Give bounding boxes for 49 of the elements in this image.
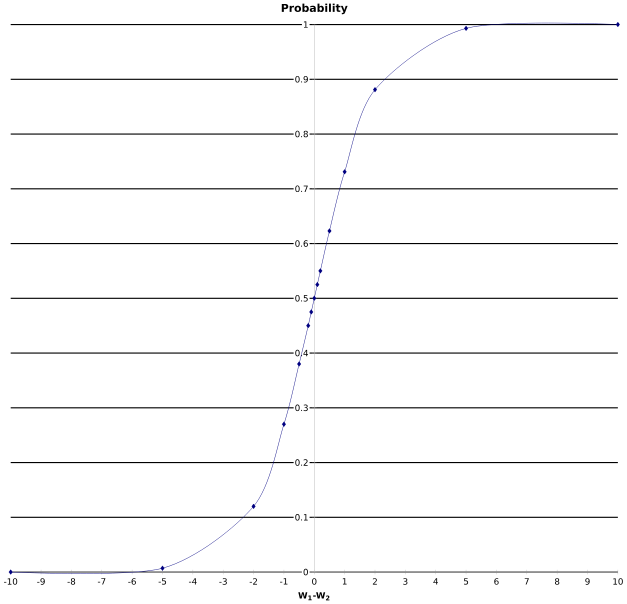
x-tick-label: 7 — [524, 578, 529, 585]
y-tick-label: 0.3 — [295, 404, 308, 412]
x-tick-label: -1 — [280, 578, 288, 585]
x-tick-label: 2 — [372, 578, 377, 585]
x-tick-label: 8 — [554, 578, 560, 585]
x-tick-label: 3 — [403, 578, 408, 585]
x-tick-label: 0 — [312, 578, 316, 585]
y-tick-label: 0.9 — [295, 76, 308, 83]
point — [306, 323, 310, 328]
x-tick-label: -7 — [98, 578, 106, 585]
x-tick-label: 6 — [494, 578, 499, 585]
point — [252, 504, 256, 509]
y-tick-label: 0.4 — [295, 350, 308, 356]
point — [318, 268, 322, 274]
x-tick-label: 1 — [342, 578, 347, 585]
x-axis-title: W$_{1}$-W$_{2}$ — [298, 592, 330, 600]
x-tick-label: -4 — [188, 578, 197, 585]
y-tick-label: 0.2 — [295, 459, 308, 466]
y-tick-label: 1 — [304, 21, 308, 28]
x-tick-label: -10 — [4, 578, 18, 585]
point — [312, 296, 316, 301]
x-tick-label: 5 — [464, 578, 468, 585]
x-tick-label: -3 — [219, 578, 227, 585]
y-tick-label: 0.1 — [295, 514, 308, 521]
x-tick-label: -2 — [250, 578, 258, 585]
point — [616, 22, 620, 28]
y-tick-label: 0 — [304, 568, 308, 576]
point — [282, 422, 286, 427]
point — [464, 26, 468, 31]
x-tick-label: -5 — [158, 578, 166, 585]
point — [309, 309, 314, 315]
point — [372, 87, 378, 92]
x-tick-label: -6 — [128, 578, 136, 585]
chart-title: Probability — [282, 4, 348, 14]
point — [342, 169, 347, 174]
x-tick-label: 4 — [433, 578, 438, 585]
y-tick-label: 0.6 — [295, 240, 308, 247]
point — [297, 361, 302, 367]
point — [8, 569, 13, 575]
point — [315, 282, 320, 288]
y-tick-label: 0.7 — [295, 185, 308, 192]
x-tick-label: 10 — [613, 578, 623, 585]
x-tick-label: -9 — [37, 578, 45, 585]
y-tick-label: 0.8 — [295, 130, 308, 138]
x-tick-label: 9 — [585, 578, 590, 585]
point — [327, 228, 332, 234]
x-tick-label: -8 — [68, 578, 76, 585]
y-tick-label: 0.5 — [295, 295, 308, 302]
point — [160, 566, 165, 571]
